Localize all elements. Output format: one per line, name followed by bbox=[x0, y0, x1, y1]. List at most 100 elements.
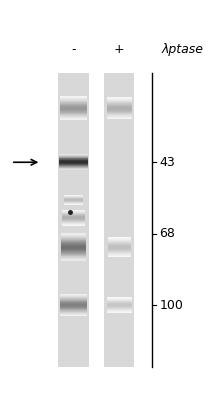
Bar bbox=[60, 313, 87, 314]
Bar bbox=[108, 256, 131, 257]
Bar bbox=[60, 309, 87, 310]
Bar bbox=[108, 247, 131, 248]
Bar bbox=[107, 100, 132, 101]
Bar bbox=[60, 294, 87, 295]
Bar bbox=[108, 239, 131, 240]
Bar bbox=[108, 251, 131, 252]
Bar bbox=[60, 100, 87, 101]
Bar bbox=[61, 254, 86, 255]
Bar bbox=[107, 103, 132, 104]
Bar bbox=[61, 241, 86, 242]
Bar bbox=[107, 117, 132, 118]
Bar bbox=[60, 97, 87, 98]
Bar bbox=[59, 73, 89, 367]
Bar bbox=[61, 260, 86, 261]
Bar bbox=[60, 116, 87, 117]
Bar bbox=[108, 252, 131, 253]
Bar bbox=[60, 307, 87, 308]
Bar bbox=[61, 257, 86, 258]
Bar bbox=[61, 245, 86, 246]
Bar bbox=[107, 102, 132, 103]
Bar bbox=[61, 242, 86, 243]
Bar bbox=[60, 111, 87, 112]
Text: 100: 100 bbox=[159, 299, 183, 312]
Bar bbox=[60, 96, 87, 97]
Bar bbox=[60, 114, 87, 115]
Bar bbox=[61, 255, 86, 256]
Bar bbox=[61, 253, 86, 254]
Bar bbox=[60, 311, 87, 312]
Bar bbox=[60, 113, 87, 114]
Bar bbox=[60, 295, 87, 296]
Bar bbox=[107, 107, 132, 108]
Bar bbox=[107, 106, 132, 107]
Bar bbox=[60, 308, 87, 309]
Bar bbox=[61, 243, 86, 244]
Bar bbox=[107, 110, 132, 111]
Bar bbox=[61, 244, 86, 245]
Bar bbox=[60, 107, 87, 108]
Bar bbox=[107, 104, 132, 105]
Bar bbox=[60, 305, 87, 306]
Bar bbox=[60, 119, 87, 120]
Bar bbox=[60, 105, 87, 106]
Bar bbox=[60, 101, 87, 102]
Bar bbox=[60, 117, 87, 118]
Bar bbox=[108, 245, 131, 246]
Bar bbox=[60, 298, 87, 299]
Bar bbox=[61, 246, 86, 247]
Bar bbox=[107, 115, 132, 116]
Bar bbox=[61, 251, 86, 252]
Bar bbox=[61, 248, 86, 249]
Bar bbox=[60, 109, 87, 110]
Bar bbox=[107, 99, 132, 100]
Bar bbox=[60, 304, 87, 305]
Bar bbox=[60, 299, 87, 300]
Bar bbox=[60, 314, 87, 315]
Bar bbox=[60, 104, 87, 105]
Bar bbox=[60, 108, 87, 109]
Bar bbox=[60, 306, 87, 307]
Bar bbox=[60, 102, 87, 103]
Bar bbox=[107, 114, 132, 115]
Bar bbox=[108, 246, 131, 247]
Text: 43: 43 bbox=[159, 156, 175, 169]
Bar bbox=[60, 98, 87, 99]
Bar bbox=[104, 73, 134, 367]
Bar bbox=[61, 239, 86, 240]
Text: +: + bbox=[114, 42, 125, 56]
Bar bbox=[60, 99, 87, 100]
Bar bbox=[107, 111, 132, 112]
Bar bbox=[107, 108, 132, 109]
Bar bbox=[107, 98, 132, 99]
Bar bbox=[61, 238, 86, 239]
Bar bbox=[61, 240, 86, 241]
Bar bbox=[108, 254, 131, 255]
Bar bbox=[60, 312, 87, 313]
Bar bbox=[60, 106, 87, 107]
Bar bbox=[60, 301, 87, 302]
Bar bbox=[60, 302, 87, 303]
Bar bbox=[107, 109, 132, 110]
Bar bbox=[108, 244, 131, 245]
Bar bbox=[108, 250, 131, 251]
Bar bbox=[108, 248, 131, 249]
Bar bbox=[60, 110, 87, 111]
Bar bbox=[60, 103, 87, 104]
Bar bbox=[107, 113, 132, 114]
Bar bbox=[108, 240, 131, 241]
Bar bbox=[61, 250, 86, 251]
Bar bbox=[60, 297, 87, 298]
Bar bbox=[61, 237, 86, 238]
Bar bbox=[60, 112, 87, 113]
Text: λptase: λptase bbox=[161, 42, 203, 56]
Bar bbox=[108, 238, 131, 239]
Bar bbox=[107, 112, 132, 113]
Bar bbox=[108, 241, 131, 242]
Bar bbox=[61, 236, 86, 237]
Bar bbox=[107, 105, 132, 106]
Bar bbox=[107, 118, 132, 119]
Bar bbox=[107, 116, 132, 117]
Bar bbox=[60, 310, 87, 311]
Bar bbox=[108, 253, 131, 254]
